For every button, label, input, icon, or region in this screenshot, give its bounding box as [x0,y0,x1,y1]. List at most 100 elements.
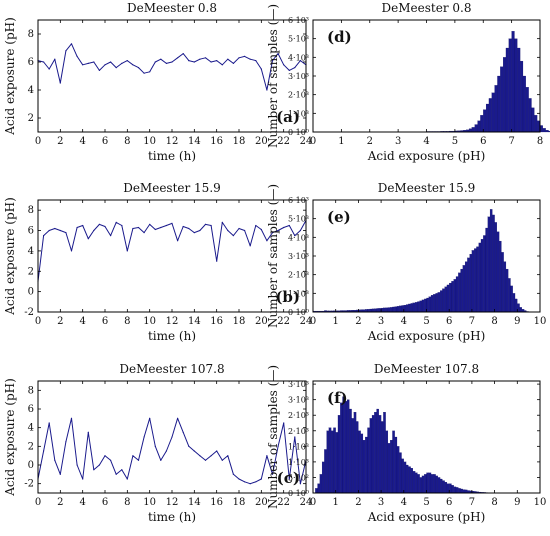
histogram-bar [508,38,512,133]
histogram-bar [353,412,357,494]
x-tick-label: 12 [166,136,179,147]
histogram-bar [478,242,482,313]
x-tick-label: 22 [277,136,290,147]
data-point [121,469,123,471]
data-point [249,58,251,60]
histogram-bar [376,308,379,313]
data-point [143,436,145,438]
x-tick-label: 18 [233,316,246,327]
chart-title: DeMeester 0.8 [127,1,217,15]
y-tick-label: 6 [28,57,34,68]
histogram-bar [522,75,526,133]
y-tick-label: 0·10⁰ [288,128,309,137]
histogram-bar [487,216,491,313]
histogram-bar [542,128,546,133]
data-point [48,422,50,424]
histogram-bar [390,307,393,313]
histogram-bar [451,281,454,313]
data-point [271,232,274,234]
x-tick-label: 24 [300,497,313,508]
data-point [244,229,246,232]
x-tick-label: 1 [333,316,339,327]
panel-letter: (c) [277,469,300,487]
histogram-bar [342,396,345,494]
histogram-bar [435,293,438,313]
histogram-bar [410,303,413,313]
histogram-bar [499,240,502,313]
histogram-bar [514,38,518,133]
data-point [76,464,78,466]
histogram-bar [321,461,325,494]
x-tick-label: 16 [210,316,223,327]
histogram-bar [408,303,411,313]
data-point [121,224,123,227]
histogram-bar [505,47,509,133]
data-point [110,235,112,237]
data-point [249,245,251,247]
histogram-bar [444,482,448,494]
data-point [98,223,100,225]
data-point [204,459,207,461]
y-tick-label: 6·10³ [288,16,309,25]
data-point [87,62,89,64]
data-point [266,240,268,242]
data-point [149,71,151,73]
histogram-bar [369,418,373,494]
histogram-bar [485,103,490,133]
data-point [54,58,56,60]
histogram-bar [512,293,516,313]
histogram-bar [399,305,402,313]
data-point [244,55,246,58]
data-point [165,450,167,452]
x-tick-label: 8 [124,316,130,327]
histogram-bar [405,464,409,494]
histogram-bar [371,415,375,494]
data-point [216,450,218,452]
histogram-bar [365,436,368,494]
y-tick-label: 1·10³ [288,109,309,118]
data-point [132,227,134,230]
data-point [182,225,184,228]
x-tick-label: 6 [102,136,108,147]
data-point [54,227,56,230]
x-tick-label: 6 [480,136,486,147]
data-point [193,61,195,63]
x-axis-label: Acid exposure (pH) [367,149,486,163]
histogram-bar [333,427,336,494]
y-tick-label: 5·10² [288,473,309,482]
histogram-bar [458,272,461,313]
chart-panel-a: DeMeester 0.80 2 4 6 8 10 12 14 16 18 20 22 242468ti… [3,1,312,163]
histogram-bar [408,466,411,494]
data-point [188,227,190,230]
x-tick-label: 10 [143,497,156,508]
x-tick-label: 1 [333,497,339,508]
x-tick-label: 8 [124,497,130,508]
data-point [137,226,140,229]
histogram-bar [511,31,515,133]
x-axis-label: time (h) [148,149,196,163]
x-tick-label: 14 [188,497,201,508]
data-point [160,58,162,60]
histogram-bar [480,115,484,133]
y-tick-label: 4·10³ [288,233,309,242]
x-tick-label: 22 [277,497,290,508]
x-tick-label: 8 [537,136,543,147]
histogram-bar [444,286,448,313]
data-point [271,473,274,475]
y-axis-label: Number of samples (—) [266,365,280,509]
data-point [299,229,301,232]
data-point [238,57,240,59]
x-tick-label: 22 [277,316,290,327]
histogram-bar [396,306,400,313]
chart-panel-e: DeMeester 15.9 0 1 2 3 4 5 6 7 8 9 10 0·10⁰ 1·10³ 2·10… [266,181,546,343]
x-tick-label: 7 [508,136,514,147]
histogram-bar [462,265,466,313]
histogram-bar [426,472,429,494]
histogram-bar [474,248,477,313]
data-point [104,455,106,457]
data-point [255,224,257,227]
data-point [54,459,56,461]
x-tick-label: 20 [255,497,268,508]
histogram-bar [421,475,425,494]
histogram-bar [410,468,413,494]
